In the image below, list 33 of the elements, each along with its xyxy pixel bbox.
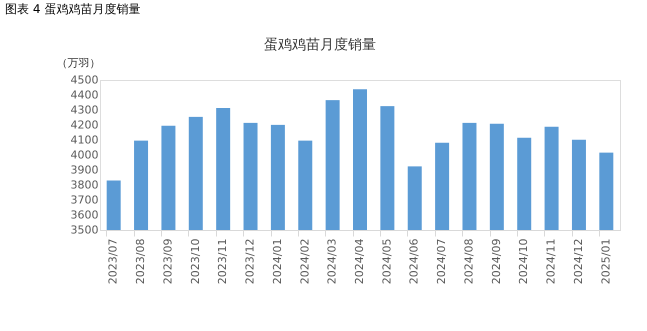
x-tick-label: 2024/02: [298, 238, 312, 284]
text: 图表 4 蛋鸡鸡苗月度销量: [5, 2, 140, 16]
x-tick-label: 2023/11: [216, 238, 230, 284]
y-tick-label: 3900: [70, 164, 98, 176]
y-tick-label: 3700: [70, 194, 98, 206]
x-tick-label: 2024/06: [408, 238, 421, 284]
x-tick-label: 2023/12: [244, 238, 257, 284]
y-tick-label: 3500: [70, 224, 98, 236]
x-tick-label: 2025/01: [599, 238, 612, 284]
y-tick-label: 4200: [70, 118, 98, 132]
y-tick-label: 4400: [70, 88, 98, 102]
x-tick-label: 2023/07: [106, 238, 120, 284]
x-tick-label: 2024/09: [490, 238, 503, 284]
x-tick-label: 2024/10: [517, 238, 530, 284]
x-tick-label: 2024/05: [380, 238, 394, 284]
chart-title: 蛋鸡鸡苗月度销量: [264, 37, 376, 53]
y-tick-label: 3800: [70, 178, 98, 192]
y-tick-label: 4000: [70, 148, 98, 162]
x-tick-label: 2024/01: [270, 238, 284, 284]
x-tick-label: 2024/04: [353, 238, 366, 284]
y-tick-label: 3600: [70, 208, 98, 222]
x-tick-label: 2024/08: [462, 238, 476, 284]
x-tick-label: 2024/11: [544, 238, 558, 284]
x-tick-label: 2023/08: [134, 238, 148, 284]
x-tick-label: 2023/10: [188, 238, 202, 284]
y-tick-label: 4300: [70, 104, 98, 116]
y-tick-label: 4500: [70, 74, 98, 86]
x-tick-label: 2023/09: [161, 238, 174, 284]
x-tick-label: 2024/07: [435, 238, 448, 284]
x-tick-label: 2024/12: [572, 238, 585, 284]
y-tick-label: 4100: [70, 134, 98, 146]
y-axis-title: （万羽）: [56, 56, 100, 70]
x-tick-label: 2024/03: [326, 238, 339, 284]
